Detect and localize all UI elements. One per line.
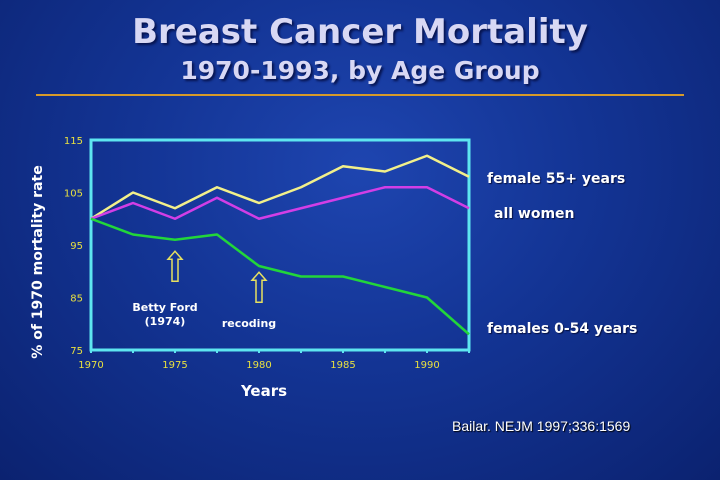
x-axis-label: Years — [240, 382, 287, 400]
title-divider — [36, 94, 684, 96]
x-tick-label: 1975 — [162, 360, 187, 371]
plot-frame — [89, 138, 471, 352]
annotation-arrow-icon — [166, 250, 184, 282]
annotation-label: recoding — [222, 317, 276, 330]
slide-title: Breast Cancer Mortality — [132, 12, 588, 52]
y-tick-label: 75 — [70, 346, 83, 357]
series-label-female-55-plus: female 55+ years — [487, 171, 626, 187]
x-tick-label: 1980 — [246, 360, 271, 371]
x-tick-label: 1990 — [414, 360, 439, 371]
y-tick-label: 95 — [70, 241, 83, 252]
annotation-arrow-icon — [250, 271, 268, 303]
x-tick-label: 1970 — [78, 360, 103, 371]
series-line-0 — [90, 154, 470, 220]
y-axis-label: % of 1970 mortality rate — [30, 165, 46, 358]
slide-subtitle: 1970-1993, by Age Group — [180, 56, 540, 85]
citation: Bailar. NEJM 1997;336:1569 — [452, 418, 631, 434]
series-label-all-women: all women — [494, 206, 575, 222]
series-line-1 — [90, 186, 470, 220]
annotation-label: (1974) — [145, 315, 186, 328]
annotation-label: Betty Ford — [132, 301, 197, 314]
series-line-2 — [90, 217, 470, 336]
y-tick-label: 105 — [64, 189, 83, 200]
x-tick-label: 1985 — [330, 360, 355, 371]
y-tick-label: 115 — [64, 136, 83, 147]
series-label-females-0-54: females 0-54 years — [487, 321, 638, 337]
y-tick-label: 85 — [70, 294, 83, 305]
